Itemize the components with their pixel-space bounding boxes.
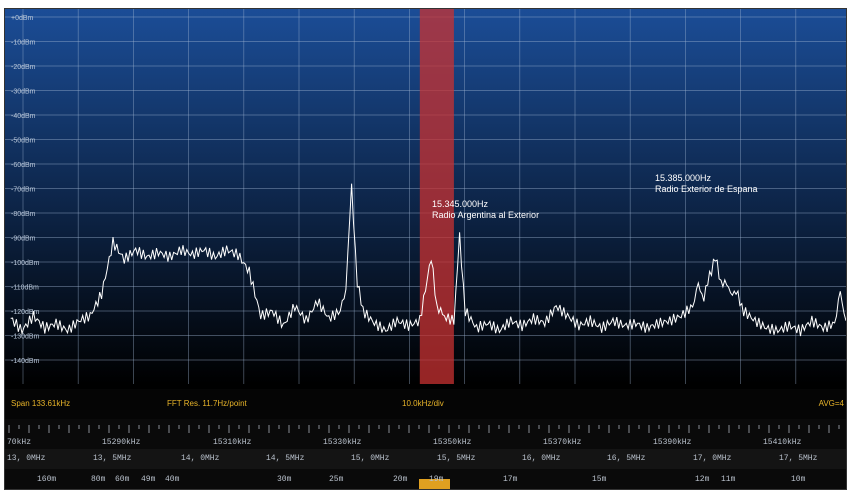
division-readout: 10.0kHz/div	[402, 399, 444, 408]
db-label: -130dBm	[11, 334, 40, 341]
band-label: 11m	[721, 475, 736, 484]
mhz-label: 13, 0MHz	[7, 454, 46, 463]
mhz-label: 16, 5MHz	[607, 454, 646, 463]
status-bar: Span 133.61kHz FFT Res. 11.7Hz/point 10.…	[5, 389, 846, 419]
annotation-espana-freq: 15.385.000Hz	[655, 173, 712, 183]
khz-scale: 70kHz 15290kHz 15310kHz 15330kHz 15350kH…	[5, 427, 846, 451]
band-label: 30m	[277, 475, 292, 484]
db-label: -80dBm	[11, 211, 36, 218]
mhz-label: 13, 5MHz	[93, 454, 132, 463]
span-readout: Span 133.61kHz	[11, 399, 71, 408]
band-label: 160m	[37, 475, 57, 484]
annotation-espana: 15.385.000Hz Radio Exterior de Espana	[655, 173, 758, 194]
db-label: -120dBm	[11, 309, 40, 316]
db-label: -100dBm	[11, 260, 40, 267]
band-label: 12m	[695, 475, 710, 484]
band-label: 40m	[165, 475, 180, 484]
mhz-label: 17, 0MHz	[693, 454, 732, 463]
khz-label: 15310kHz	[213, 438, 252, 447]
db-label: -40dBm	[11, 113, 36, 120]
band-label: 25m	[329, 475, 344, 484]
spectrum-plot[interactable]: +0dBm -10dBm -20dBm -30dBm -40dBm -50dBm -60dB…	[5, 9, 846, 384]
mhz-label: 14, 0MHz	[181, 454, 220, 463]
spectrum-trace	[10, 183, 846, 337]
annotation-argentina-freq: 15.345.000Hz	[432, 199, 489, 209]
band-label: 20m	[393, 475, 408, 484]
khz-label: 15330kHz	[323, 438, 362, 447]
annotation-espana-station: Radio Exterior de Espana	[655, 184, 758, 194]
meter-band-scale: 160m 80m 60m 49m 40m 30m 25m 20m 19m 17m…	[5, 471, 846, 489]
mhz-label: 15, 5MHz	[437, 454, 476, 463]
khz-label: 15350kHz	[433, 438, 472, 447]
band-label: 10m	[791, 475, 806, 484]
khz-label: 70kHz	[7, 438, 32, 447]
mhz-label: 17, 5MHz	[779, 454, 818, 463]
db-label: -90dBm	[11, 236, 36, 243]
khz-label: 15370kHz	[543, 438, 582, 447]
khz-label: 15410kHz	[763, 438, 802, 447]
annotation-argentina: 15.345.000Hz Radio Argentina al Exterior	[432, 199, 539, 220]
db-label: -110dBm	[11, 285, 39, 292]
db-label: -20dBm	[11, 64, 36, 71]
khz-label: 15290kHz	[102, 438, 141, 447]
khz-ticks	[8, 425, 840, 433]
mhz-scale[interactable]: 13, 0MHz 13, 5MHz 14, 0MHz 14, 5MHz 15, …	[5, 449, 846, 489]
band-label: 19m	[429, 475, 444, 484]
db-label: -50dBm	[11, 138, 36, 145]
annotation-argentina-station: Radio Argentina al Exterior	[432, 210, 539, 220]
averaging-readout: AVG=4	[818, 399, 844, 408]
selected-channel-marker[interactable]	[419, 9, 454, 384]
db-label: -30dBm	[11, 89, 36, 96]
mhz-label: 14, 5MHz	[266, 454, 305, 463]
db-label: -10dBm	[11, 40, 36, 47]
band-label: 80m	[91, 475, 106, 484]
mhz-label: 16, 0MHz	[522, 454, 561, 463]
band-label: 49m	[141, 475, 156, 484]
db-label: +0dBm	[11, 15, 34, 22]
band-label: 60m	[115, 475, 130, 484]
spectrum-analyzer-window: +0dBm -10dBm -20dBm -30dBm -40dBm -50dBm -60dB…	[4, 8, 847, 490]
db-scale: +0dBm -10dBm -20dBm -30dBm -40dBm -50dBm -60dB…	[11, 15, 40, 365]
khz-label: 15390kHz	[653, 438, 692, 447]
band-label: 15m	[592, 475, 607, 484]
band-position-cursor[interactable]	[419, 479, 450, 489]
db-label: -60dBm	[11, 162, 36, 169]
mhz-label: 15, 0MHz	[351, 454, 390, 463]
db-label: -70dBm	[11, 187, 36, 194]
frequency-scales: 70kHz 15290kHz 15310kHz 15330kHz 15350kH…	[5, 419, 846, 489]
fft-resolution-readout: FFT Res. 11.7Hz/point	[167, 399, 247, 408]
band-label: 17m	[503, 475, 518, 484]
db-label: -140dBm	[11, 358, 40, 365]
